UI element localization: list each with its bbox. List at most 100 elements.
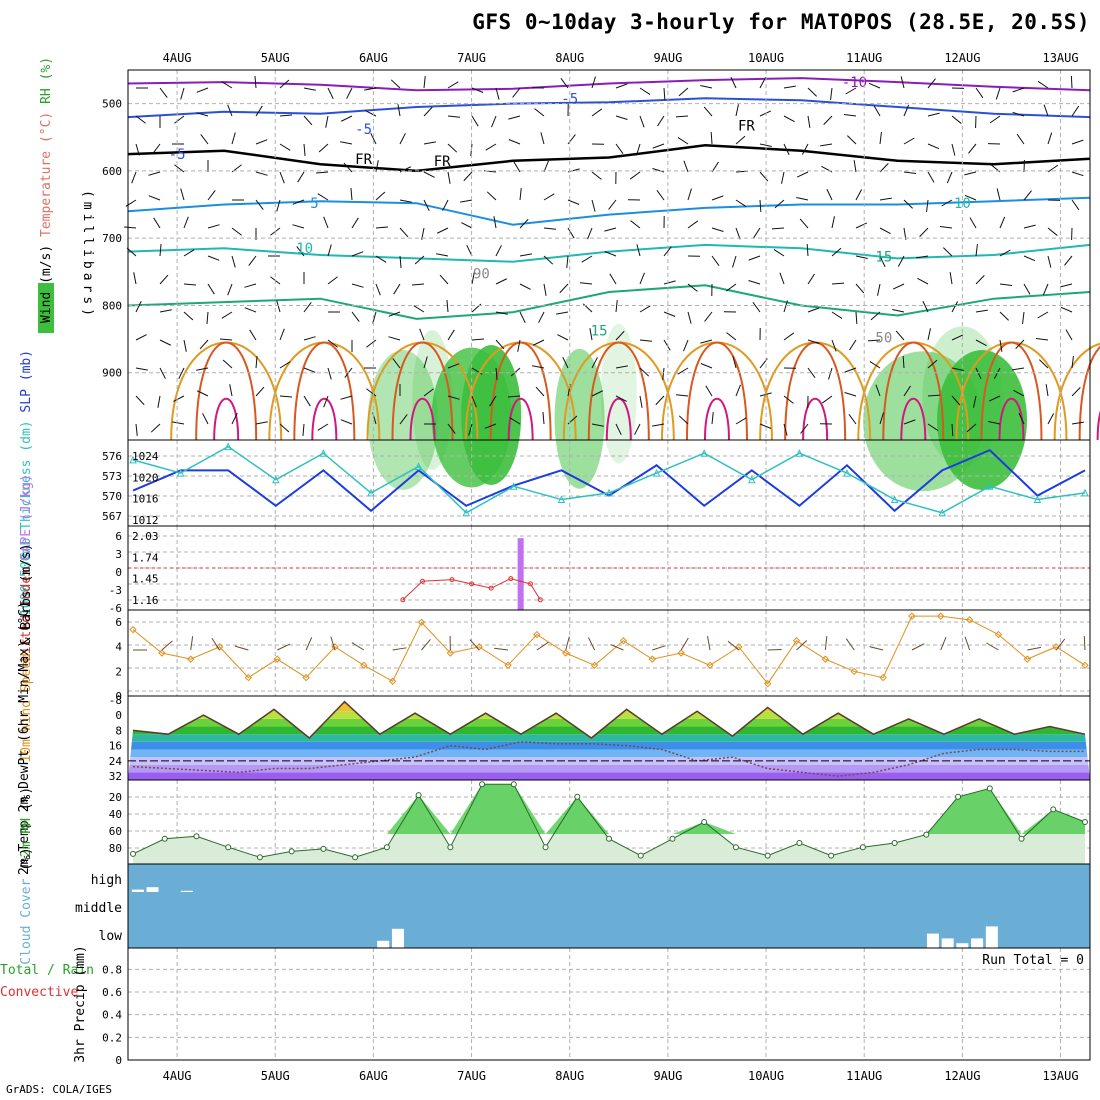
wind10-barb	[330, 636, 336, 651]
rh-point	[701, 819, 708, 825]
isotherm-hot	[802, 397, 829, 441]
wind-barb	[687, 283, 698, 292]
wind-barb	[917, 277, 929, 285]
wind-barb	[279, 143, 291, 151]
wind10-point	[186, 655, 195, 663]
wind-barb	[639, 395, 643, 408]
wind-barb	[676, 394, 689, 397]
wind-barb	[1060, 306, 1073, 313]
wind-barb	[988, 421, 1001, 425]
wind-barb	[848, 413, 857, 425]
wind-barb	[975, 244, 978, 257]
wind-barb	[711, 161, 719, 173]
wind-barb	[340, 115, 353, 122]
wind10-barb	[824, 636, 828, 651]
wind-barb	[892, 309, 905, 313]
isotherm-hot	[213, 397, 240, 441]
wind-barb	[297, 171, 305, 183]
wind-barb	[759, 143, 772, 147]
contour-label: FR	[738, 119, 755, 135]
cloud-background	[128, 864, 1090, 948]
wind-barb	[447, 115, 460, 118]
wind-barb	[759, 77, 767, 89]
wind-barb	[969, 217, 977, 229]
isotherm-line	[127, 196, 1091, 226]
wind-barb	[999, 283, 1012, 286]
date-label-bottom: 11AUG	[846, 1069, 882, 1083]
wind-barb	[317, 193, 329, 201]
wind-barb	[508, 115, 521, 120]
wind-barb	[340, 141, 353, 145]
date-label-bottom: 10AUG	[748, 1069, 784, 1083]
wind-barb	[630, 220, 641, 229]
wind-barb	[231, 255, 236, 268]
wind-barb	[495, 87, 500, 100]
wind10-barb	[161, 640, 173, 651]
thickness-point	[414, 462, 423, 470]
thickness-point	[224, 442, 233, 451]
wind-barb	[1047, 227, 1058, 236]
wind-barb	[683, 339, 689, 352]
wind-barb	[207, 283, 215, 295]
wind-barb	[519, 253, 532, 257]
wind10-point	[879, 673, 887, 682]
wind10-point	[763, 680, 772, 688]
isotherm-warm	[268, 341, 381, 441]
rh-tick: 80	[109, 842, 122, 855]
precip-tick: 0.6	[102, 986, 122, 999]
wind-barb	[419, 328, 425, 341]
wind-barb	[519, 283, 531, 290]
wind-barb	[148, 171, 161, 176]
wind-barb	[926, 199, 929, 212]
wind-barb	[823, 115, 833, 125]
temp-tick: -8	[109, 694, 122, 707]
cloud-bar	[131, 889, 144, 892]
wind-barb	[493, 216, 497, 229]
wind-barb	[867, 339, 881, 342]
panel-label-part: 2m Temp	[17, 812, 32, 875]
rh-point	[288, 848, 295, 855]
wind-barb	[1047, 164, 1059, 173]
pressure-axis-label: (millibars)	[80, 190, 95, 320]
wind-barb	[783, 143, 790, 156]
wind-barb	[485, 143, 497, 151]
wind-barb	[135, 367, 148, 371]
wind-barb	[951, 301, 959, 313]
wind-barb	[303, 302, 312, 313]
wind-barb	[783, 115, 795, 123]
rh-point	[828, 852, 835, 859]
wind-barb	[868, 82, 881, 89]
wind-barb	[423, 388, 434, 397]
pressure-tick: 600	[102, 165, 122, 178]
wind-barb	[847, 135, 857, 145]
lifted-tick: 3	[115, 548, 122, 561]
wind-barb	[591, 390, 604, 397]
wind-barb	[703, 106, 713, 117]
rh-point	[923, 831, 930, 838]
wind-barb	[951, 367, 964, 371]
isotherm-hot	[311, 397, 338, 441]
precip-tick: 0.8	[102, 963, 122, 976]
wind-barb	[461, 222, 473, 229]
wind-barb	[231, 132, 236, 145]
wind-barb	[350, 188, 353, 201]
wind-barb	[390, 79, 401, 89]
wind-barb	[495, 339, 505, 350]
wind10-barb	[1083, 635, 1086, 651]
wind-barb	[542, 412, 545, 425]
cloud-bar	[956, 943, 969, 948]
pressure-tick: 900	[102, 367, 122, 380]
wind-barb	[412, 283, 425, 286]
rh-point	[1082, 819, 1088, 825]
wind-barb	[807, 87, 817, 97]
wind10-point	[937, 612, 945, 620]
wind-barb	[556, 311, 569, 315]
wind-barb	[711, 227, 724, 232]
wind10-point	[302, 673, 310, 682]
wind10-point	[417, 618, 426, 626]
wind-barb	[849, 339, 857, 351]
wind-barb	[1071, 387, 1081, 397]
wind-barb	[783, 332, 795, 341]
wind-barb	[855, 255, 868, 259]
wind10-point	[994, 630, 1003, 639]
